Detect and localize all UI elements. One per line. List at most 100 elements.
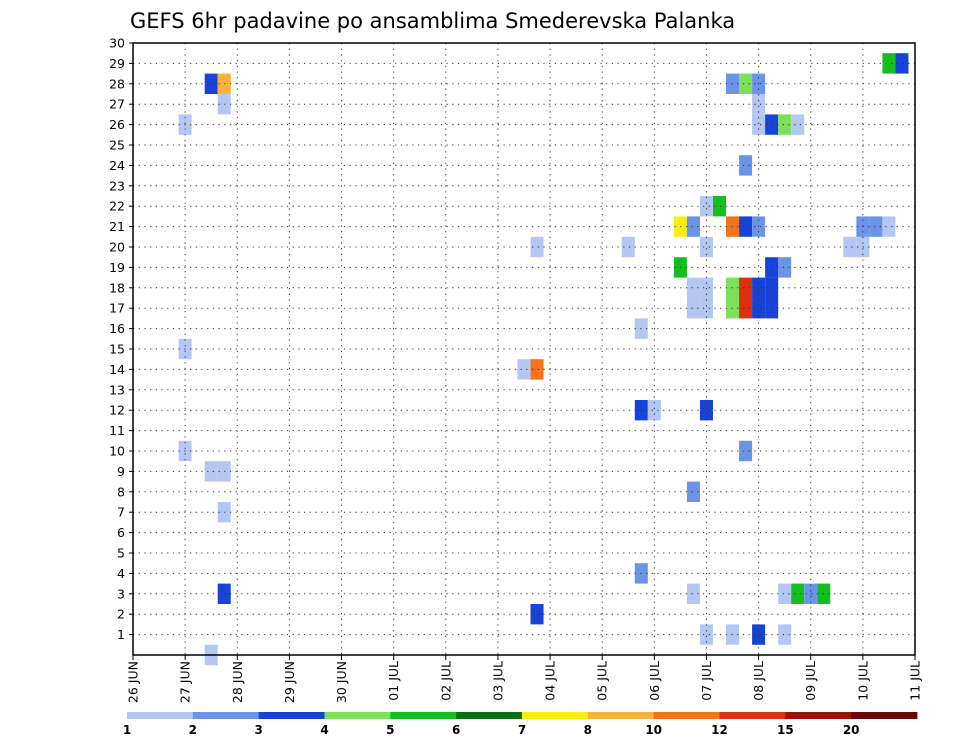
data-cell xyxy=(686,298,700,319)
colorbar-label: 4 xyxy=(320,723,328,737)
data-cell xyxy=(739,216,753,237)
colorbar-label: 8 xyxy=(584,723,592,737)
colorbar-segment xyxy=(785,712,852,719)
data-cell xyxy=(739,440,753,462)
colorbar-segment xyxy=(192,712,260,719)
y-tick-label: 30 xyxy=(109,36,125,51)
colorbar-segment xyxy=(522,712,589,719)
y-axis: 1234567891011121314151617181920212223242… xyxy=(109,36,133,642)
x-tick-label: 01 JUL xyxy=(386,661,401,701)
data-cell xyxy=(778,624,792,645)
data-cell xyxy=(699,196,713,217)
colorbar-segment xyxy=(719,712,786,719)
colorbar-label: 6 xyxy=(452,723,460,737)
data-cell xyxy=(752,114,766,135)
x-tick-label: 26 JUN xyxy=(126,661,141,703)
data-cell xyxy=(752,94,766,115)
colorbar-label: 2 xyxy=(189,723,197,737)
data-cell xyxy=(204,461,218,482)
y-tick-label: 7 xyxy=(117,505,125,520)
y-tick-label: 20 xyxy=(109,240,125,255)
colorbar-segment xyxy=(258,712,325,719)
colorbar-label: 1 xyxy=(123,723,131,737)
colorbar-label: 3 xyxy=(254,723,262,737)
x-tick-label: 07 JUL xyxy=(699,661,714,701)
x-tick-label: 11 JUL xyxy=(908,661,923,701)
y-tick-label: 29 xyxy=(109,56,125,71)
x-tick-label: 06 JUL xyxy=(647,661,662,701)
x-tick-label: 29 JUN xyxy=(282,661,297,703)
y-tick-label: 10 xyxy=(109,444,125,459)
x-axis: 26 JUN 27 JUN 28 JUN 29 JUN 30 JUN 01 JUL 02 J… xyxy=(126,655,923,703)
data-cell xyxy=(752,277,766,298)
data-cell xyxy=(712,196,727,217)
y-tick-label: 21 xyxy=(109,219,125,234)
data-cell xyxy=(530,236,544,258)
x-tick-label: 28 JUN xyxy=(230,661,245,703)
x-tick-label: 10 JUL xyxy=(855,661,870,701)
data-cell xyxy=(778,257,792,278)
y-tick-label: 12 xyxy=(109,403,125,418)
y-tick-label: 4 xyxy=(117,566,125,581)
colorbar-segment xyxy=(456,712,523,719)
data-cell xyxy=(530,359,544,380)
data-cell xyxy=(778,583,792,604)
x-tick-label: 30 JUN xyxy=(334,661,349,703)
colorbar-label: 7 xyxy=(518,723,526,737)
x-tick-label: 09 JUL xyxy=(803,661,818,701)
data-cell xyxy=(843,236,857,258)
colorbar-label: 5 xyxy=(386,723,394,737)
data-cell xyxy=(621,236,635,258)
y-tick-label: 14 xyxy=(109,362,125,377)
x-tick-label: 04 JUL xyxy=(543,661,558,701)
data-cell xyxy=(739,298,753,319)
y-tick-label: 17 xyxy=(109,301,125,316)
data-cell xyxy=(686,277,700,298)
y-tick-label: 19 xyxy=(109,260,125,275)
y-tick-label: 2 xyxy=(117,607,125,622)
y-tick-label: 27 xyxy=(109,97,125,112)
x-tick-label: 05 JUL xyxy=(595,661,610,701)
x-tick-label: 02 JUL xyxy=(438,661,453,701)
y-tick-label: 1 xyxy=(117,627,125,642)
data-cell xyxy=(699,236,713,258)
data-cell xyxy=(895,53,909,74)
chart-title: GEFS 6hr padavine po ansamblima Smederev… xyxy=(130,9,735,33)
data-cell xyxy=(686,481,700,502)
y-tick-label: 15 xyxy=(109,342,125,357)
x-tick-label: 08 JUL xyxy=(751,661,766,701)
data-cell xyxy=(699,298,713,319)
data-cell xyxy=(778,114,792,135)
y-tick-label: 28 xyxy=(109,76,125,91)
data-cell xyxy=(804,583,818,604)
colorbar-segment xyxy=(324,712,391,719)
data-cell xyxy=(752,624,766,645)
colorbar-segment xyxy=(127,712,194,719)
y-tick-label: 11 xyxy=(109,423,125,438)
y-tick-label: 5 xyxy=(117,546,125,561)
y-tick-label: 24 xyxy=(109,158,125,173)
data-cell xyxy=(791,114,805,135)
y-tick-label: 25 xyxy=(109,138,125,153)
data-cell xyxy=(882,216,896,237)
data-cell xyxy=(517,359,531,380)
colorbar-label: 15 xyxy=(777,723,794,737)
data-cell xyxy=(530,604,544,625)
x-tick-label: 03 JUL xyxy=(490,661,505,701)
data-cell xyxy=(686,216,700,237)
data-cell xyxy=(686,583,700,604)
colorbar: 1 2 3 4 5 6 7 8 10 12 15 20 xyxy=(123,712,918,737)
y-tick-label: 26 xyxy=(109,117,125,132)
y-tick-label: 16 xyxy=(109,321,125,336)
y-tick-label: 23 xyxy=(109,178,125,193)
y-tick-label: 6 xyxy=(117,525,125,540)
x-tick-label: 27 JUN xyxy=(178,661,193,703)
data-cell xyxy=(204,73,218,94)
y-tick-label: 3 xyxy=(117,586,125,601)
colorbar-label: 20 xyxy=(843,723,860,737)
data-cell xyxy=(869,216,883,237)
data-cell xyxy=(739,73,753,94)
y-tick-label: 18 xyxy=(109,280,125,295)
y-tick-label: 8 xyxy=(117,484,125,499)
